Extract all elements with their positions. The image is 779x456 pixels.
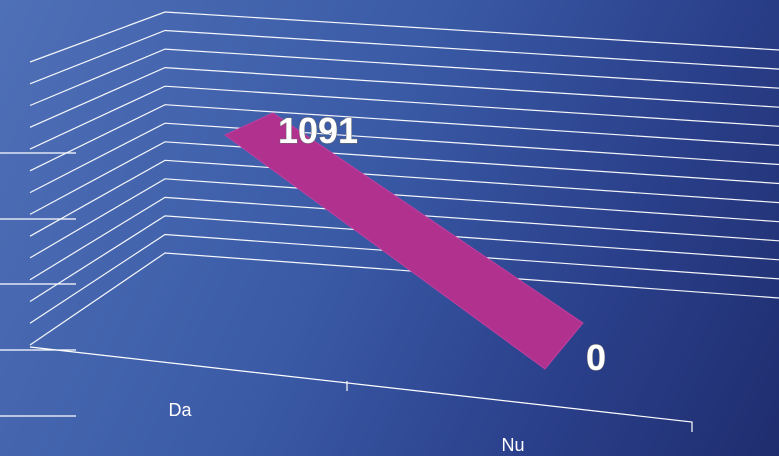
gridline bbox=[29, 29, 779, 85]
gridline bbox=[29, 233, 779, 324]
series-ribbon bbox=[224, 112, 584, 370]
category-label: Da bbox=[168, 400, 192, 420]
data-label: 1091 bbox=[278, 110, 358, 151]
gridline bbox=[29, 66, 779, 128]
data-labels: 1091 0 bbox=[277, 110, 606, 379]
data-label: 0 bbox=[586, 337, 606, 378]
series-ribbon-group bbox=[224, 112, 584, 370]
gridline bbox=[29, 215, 779, 303]
gridline bbox=[29, 178, 779, 259]
gridline bbox=[29, 85, 779, 150]
gridlines bbox=[29, 11, 779, 346]
category-label: Nu bbox=[501, 435, 524, 455]
gridline bbox=[29, 122, 779, 194]
category-axis-line bbox=[29, 346, 693, 432]
gridline bbox=[29, 48, 779, 107]
gridline bbox=[29, 252, 779, 346]
category-axis bbox=[29, 346, 693, 432]
gridline bbox=[29, 196, 779, 281]
gridline bbox=[29, 11, 779, 63]
left-axis-ticks bbox=[0, 152, 76, 417]
gridline bbox=[29, 141, 779, 215]
gridline bbox=[29, 104, 779, 172]
category-labels: Da Nu bbox=[168, 400, 524, 455]
gridline bbox=[29, 159, 779, 237]
